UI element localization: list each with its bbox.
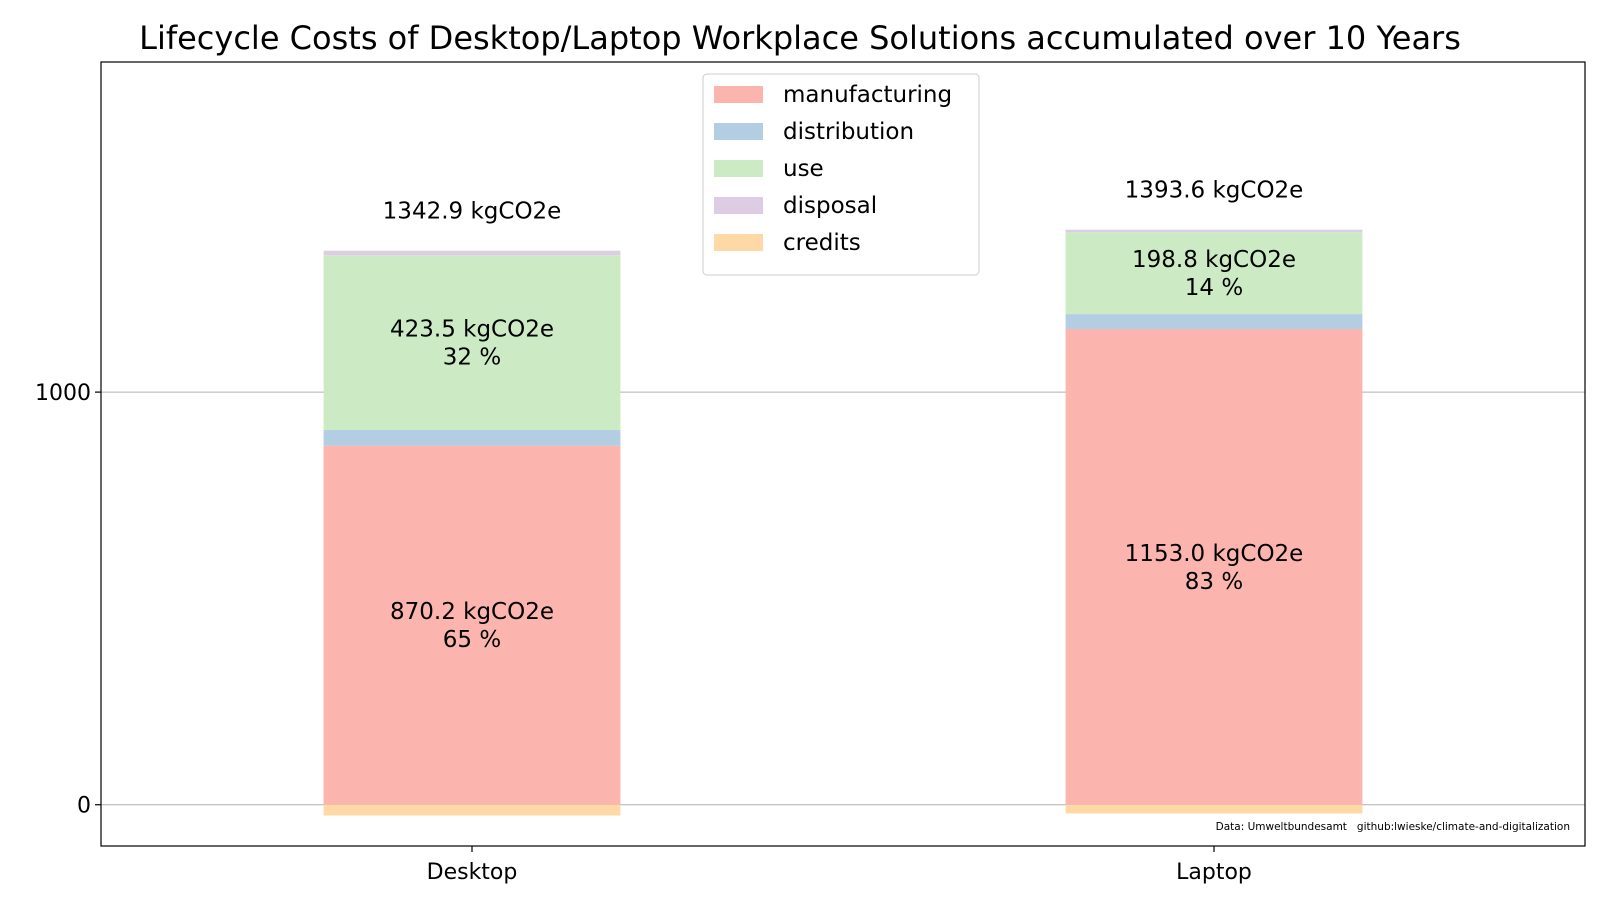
legend-label-use: use [783, 156, 824, 182]
data-label-laptop-use-value: 198.8 kgCO2e [1132, 247, 1296, 273]
legend: manufacturing distribution use disposal cred… [702, 73, 980, 276]
bar-desktop-disposal [323, 250, 621, 256]
legend-swatch-manufacturing [714, 86, 763, 103]
legend-label-manufacturing: manufacturing [783, 82, 952, 108]
plot-frame [100, 61, 1586, 847]
chart-title: Lifecycle Costs of Desktop/Laptop Workpl… [139, 19, 1461, 57]
y-tick-label-1000: 1000 [35, 381, 91, 406]
bar-desktop-manufacturing [323, 445, 621, 805]
legend-label-disposal: disposal [783, 193, 877, 219]
source-note: Data: Umweltbundesamt github:lwieske/cli… [1216, 821, 1570, 833]
data-label-desktop-use-percent: 32 % [443, 345, 501, 371]
x-tick-label-desktop: Desktop [427, 860, 518, 885]
bars [323, 229, 1363, 816]
legend-swatch-credits [714, 234, 763, 251]
bar-laptop-disposal [1065, 229, 1363, 233]
y-tick-label-0: 0 [77, 794, 91, 819]
data-label-laptop-manufacturing-value: 1153.0 kgCO2e [1125, 541, 1304, 567]
bar-laptop-distribution [1065, 314, 1363, 329]
bar-laptop-use [1065, 232, 1363, 315]
data-label-laptop-use-percent: 14 % [1185, 275, 1243, 301]
bar-desktop-use [323, 255, 621, 430]
bar-desktop-distribution [323, 429, 621, 446]
axes: 0 1000 Desktop Laptop [35, 381, 1252, 885]
legend-swatch-use [714, 160, 763, 177]
data-label-desktop-use-value: 423.5 kgCO2e [390, 317, 554, 343]
x-tick-label-laptop: Laptop [1176, 860, 1252, 885]
bar-desktop-credits [323, 804, 621, 816]
legend-label-credits: credits [783, 230, 861, 256]
total-label-laptop: 1393.6 kgCO2e [1125, 178, 1304, 204]
bar-laptop-credits [1065, 804, 1363, 814]
data-label-desktop-manufacturing-percent: 65 % [443, 627, 501, 653]
legend-box [702, 73, 980, 276]
legend-swatch-distribution [714, 123, 763, 140]
legend-swatch-disposal [714, 197, 763, 214]
legend-label-distribution: distribution [783, 119, 914, 145]
data-label-desktop-manufacturing-value: 870.2 kgCO2e [390, 599, 554, 625]
data-label-laptop-manufacturing-percent: 83 % [1185, 569, 1243, 595]
bar-laptop-manufacturing [1065, 328, 1363, 805]
total-label-desktop: 1342.9 kgCO2e [383, 199, 562, 225]
